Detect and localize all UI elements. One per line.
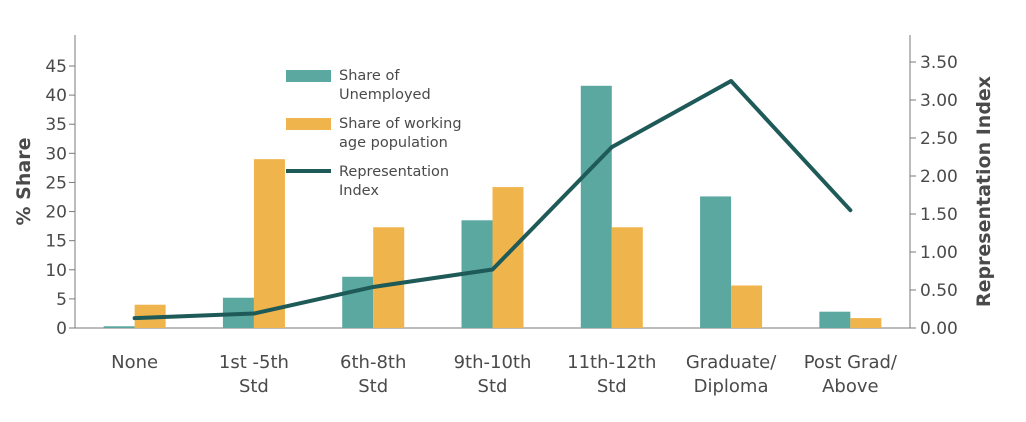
bar-working-age bbox=[492, 187, 524, 328]
y-tick-label-left: 25 bbox=[45, 173, 67, 193]
legend-label: Index bbox=[339, 183, 379, 199]
legend-label: Share of bbox=[339, 68, 400, 84]
y-tick-label-right: 1.50 bbox=[920, 205, 958, 225]
x-tick-label: None bbox=[111, 352, 158, 373]
y-tick-label-left: 10 bbox=[45, 261, 67, 281]
y-tick-label-left: 15 bbox=[45, 232, 67, 252]
bar-working-age bbox=[850, 318, 882, 328]
y-tick-label-right: 1.00 bbox=[920, 243, 958, 263]
legend-label: Representation bbox=[339, 164, 449, 180]
y-tick-label-right: 0.50 bbox=[920, 281, 958, 301]
x-tick-label: Above bbox=[822, 376, 878, 397]
labels-group: 0 5 10 15 20 25 30 35 40 45 0.00 0.50 1.00 1.50 2.00 2.… bbox=[13, 53, 995, 397]
y-tick-label-right: 3.50 bbox=[920, 53, 958, 73]
y-tick-label-left: 30 bbox=[45, 144, 67, 164]
bar-working-age bbox=[253, 159, 285, 328]
bars-group bbox=[103, 85, 882, 328]
y-tick-label-right: 3.00 bbox=[920, 91, 958, 111]
y-tick-label-right: 0.00 bbox=[920, 319, 958, 339]
line-group bbox=[132, 79, 853, 321]
x-tick-label: Std bbox=[478, 376, 508, 397]
bar-working-age bbox=[611, 227, 643, 328]
x-tick-label: 9th-10th bbox=[454, 352, 532, 373]
axes bbox=[69, 35, 916, 329]
x-tick-label: 1st -5th bbox=[219, 352, 289, 373]
x-tick-label: 6th-8th bbox=[340, 352, 406, 373]
bar-working-age bbox=[731, 285, 763, 328]
legend-label: Unemployed bbox=[339, 87, 431, 103]
y-tick-label-right: 2.50 bbox=[920, 129, 958, 149]
y-axis-title-right: Representation Index bbox=[973, 76, 995, 307]
legend: Share of Unemployed Share of working age po… bbox=[286, 68, 462, 199]
bar-unemployed bbox=[819, 311, 851, 328]
y-tick-label-left: 20 bbox=[45, 203, 67, 223]
x-tick-label: Diploma bbox=[694, 376, 769, 397]
legend-swatch bbox=[286, 118, 331, 130]
bar-unemployed bbox=[342, 276, 374, 328]
y-tick-label-left: 0 bbox=[56, 319, 67, 339]
bar-unemployed bbox=[103, 326, 135, 328]
y-tick-label-left: 40 bbox=[45, 86, 67, 106]
bar-unemployed bbox=[700, 196, 732, 328]
x-tick-label: Std bbox=[239, 376, 269, 397]
x-tick-label: 11th-12th bbox=[567, 352, 656, 373]
legend-label: age population bbox=[339, 135, 448, 151]
x-tick-label: Std bbox=[597, 376, 627, 397]
legend-swatch bbox=[286, 70, 331, 82]
bar-unemployed bbox=[580, 85, 612, 328]
y-tick-label-right: 2.00 bbox=[920, 167, 958, 187]
x-tick-label: Std bbox=[358, 376, 388, 397]
y-tick-label-left: 35 bbox=[45, 115, 67, 135]
y-axis-title-left: % Share bbox=[13, 138, 35, 226]
y-tick-label-left: 45 bbox=[45, 57, 67, 77]
x-tick-label: Post Grad/ bbox=[804, 352, 898, 373]
y-tick-label-left: 5 bbox=[56, 290, 67, 310]
x-tick-label: Graduate/ bbox=[686, 352, 777, 373]
legend-label: Share of working bbox=[339, 116, 462, 132]
bar-working-age bbox=[373, 227, 405, 328]
